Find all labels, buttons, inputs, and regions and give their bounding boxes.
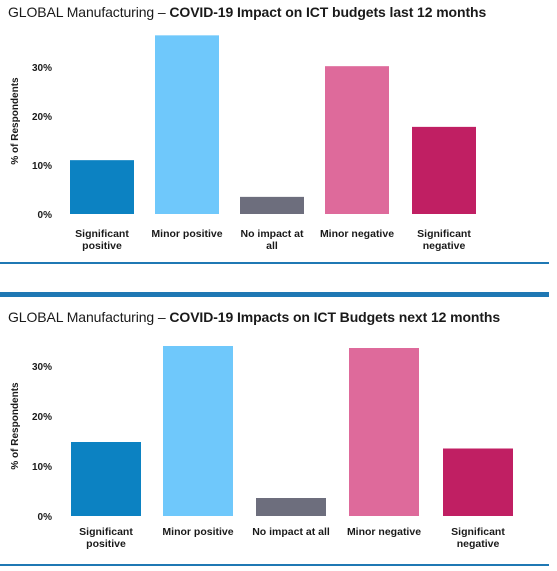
chart-title-prefix: GLOBAL Manufacturing – [8, 309, 170, 325]
y-tick-label: 20% [32, 112, 52, 123]
bar-significant-positive [71, 442, 141, 516]
bar-minor-negative [325, 66, 389, 214]
x-tick-label-significant-negative: Significant negative [451, 526, 505, 550]
bar-no-impact-at-all [240, 196, 304, 214]
section-divider-line [0, 564, 549, 566]
bar-minor-negative [349, 348, 419, 516]
section-header-bar [0, 292, 549, 297]
x-tick-label-minor-negative: Minor negative [320, 228, 394, 240]
x-tick-label-minor-positive: Minor positive [151, 228, 222, 240]
y-tick-label: 30% [32, 362, 52, 373]
section-divider-line [0, 262, 549, 264]
y-tick-label: 30% [32, 63, 52, 74]
x-tick-label-no-impact-at-all: No impact at all [252, 526, 330, 538]
bar-no-impact-at-all [256, 498, 326, 516]
x-tick-label-significant-negative: Significant negative [417, 228, 471, 252]
chart-title-main: COVID-19 Impact on ICT budgets last 12 m… [169, 4, 487, 20]
chart-panel-last-12-months: GLOBAL Manufacturing – COVID-19 Impact o… [0, 0, 557, 268]
y-tick-label: 0% [38, 210, 53, 221]
x-tick-label-significant-positive: Significant positive [75, 228, 129, 252]
y-tick-label: 10% [32, 462, 52, 473]
bar-chart-last-12-months: % of Respondents 0% 10% 20% 30% Significant po… [10, 35, 476, 252]
chart-panel-next-12-months: GLOBAL Manufacturing – COVID-19 Impacts … [0, 292, 557, 571]
chart-title: GLOBAL Manufacturing – COVID-19 Impacts … [8, 309, 500, 326]
chart-title: GLOBAL Manufacturing – COVID-19 Impact o… [8, 4, 486, 21]
y-tick-label: 20% [32, 412, 52, 423]
x-tick-label-no-impact-at-all: No impact at all [240, 228, 304, 252]
bar-significant-positive [70, 160, 134, 214]
bar-minor-positive [155, 35, 219, 215]
x-tick-label-minor-positive: Minor positive [162, 526, 233, 538]
bar-significant-negative [412, 126, 476, 214]
y-axis-label: % of Respondents [10, 382, 21, 470]
x-tick-label-minor-negative: Minor negative [347, 526, 421, 538]
y-tick-label: 0% [38, 512, 53, 523]
x-tick-label-significant-positive: Significant positive [79, 526, 133, 550]
chart-title-prefix: GLOBAL Manufacturing – [8, 4, 170, 20]
y-axis-label: % of Respondents [10, 77, 21, 165]
bar-minor-positive [163, 346, 233, 516]
bar-chart-next-12-months: % of Respondents 0% 10% 20% 30% Significant po… [10, 346, 513, 550]
bar-significant-negative [443, 448, 513, 516]
chart-title-main: COVID-19 Impacts on ICT Budgets next 12 … [169, 309, 501, 325]
y-tick-label: 10% [32, 161, 52, 172]
